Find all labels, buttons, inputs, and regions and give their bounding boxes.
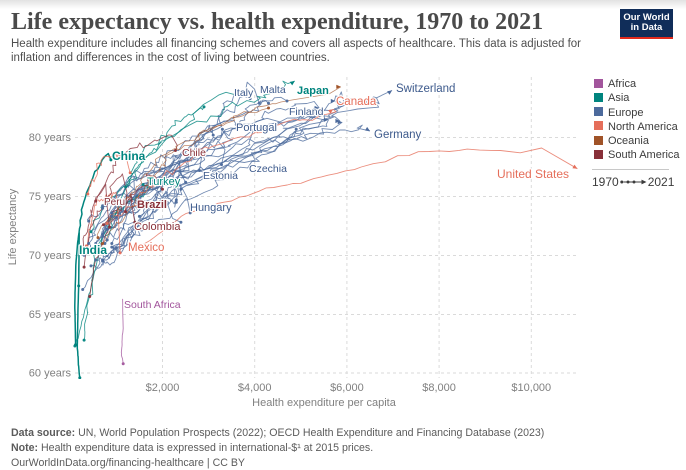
svg-text:Chile: Chile bbox=[182, 147, 206, 159]
svg-text:China: China bbox=[112, 149, 146, 163]
svg-text:Canada: Canada bbox=[336, 96, 377, 108]
svg-text:Czechia: Czechia bbox=[249, 163, 287, 175]
svg-text:80 years: 80 years bbox=[29, 132, 72, 144]
svg-text:60 years: 60 years bbox=[29, 368, 72, 380]
svg-text:Brazil: Brazil bbox=[137, 199, 167, 211]
svg-text:South Africa: South Africa bbox=[124, 299, 181, 311]
svg-text:Turkey: Turkey bbox=[147, 176, 181, 188]
svg-text:Finland: Finland bbox=[289, 106, 324, 118]
svg-text:Mexico: Mexico bbox=[128, 242, 164, 254]
svg-text:United States: United States bbox=[497, 167, 569, 181]
svg-text:$4,000: $4,000 bbox=[238, 382, 272, 394]
svg-text:Peru: Peru bbox=[104, 197, 125, 208]
svg-text:Portugal: Portugal bbox=[236, 122, 277, 134]
svg-text:Life expectancy: Life expectancy bbox=[7, 188, 19, 265]
svg-text:75 years: 75 years bbox=[29, 191, 72, 203]
svg-text:India: India bbox=[79, 243, 107, 257]
svg-text:$8,000: $8,000 bbox=[422, 382, 456, 394]
svg-text:Malta: Malta bbox=[260, 84, 286, 96]
svg-text:Italy: Italy bbox=[234, 87, 254, 99]
svg-text:70 years: 70 years bbox=[29, 250, 72, 262]
svg-text:$2,000: $2,000 bbox=[146, 382, 180, 394]
svg-text:Germany: Germany bbox=[374, 129, 422, 141]
svg-text:$6,000: $6,000 bbox=[330, 382, 364, 394]
svg-text:Colombia: Colombia bbox=[134, 221, 181, 233]
svg-text:65 years: 65 years bbox=[29, 309, 72, 321]
svg-text:Health expenditure per capita: Health expenditure per capita bbox=[252, 397, 397, 409]
svg-text:$10,000: $10,000 bbox=[511, 382, 551, 394]
svg-text:Estonia: Estonia bbox=[203, 170, 238, 182]
svg-text:Hungary: Hungary bbox=[190, 202, 232, 214]
svg-text:Switzerland: Switzerland bbox=[396, 83, 455, 95]
svg-text:Japan: Japan bbox=[297, 85, 329, 97]
